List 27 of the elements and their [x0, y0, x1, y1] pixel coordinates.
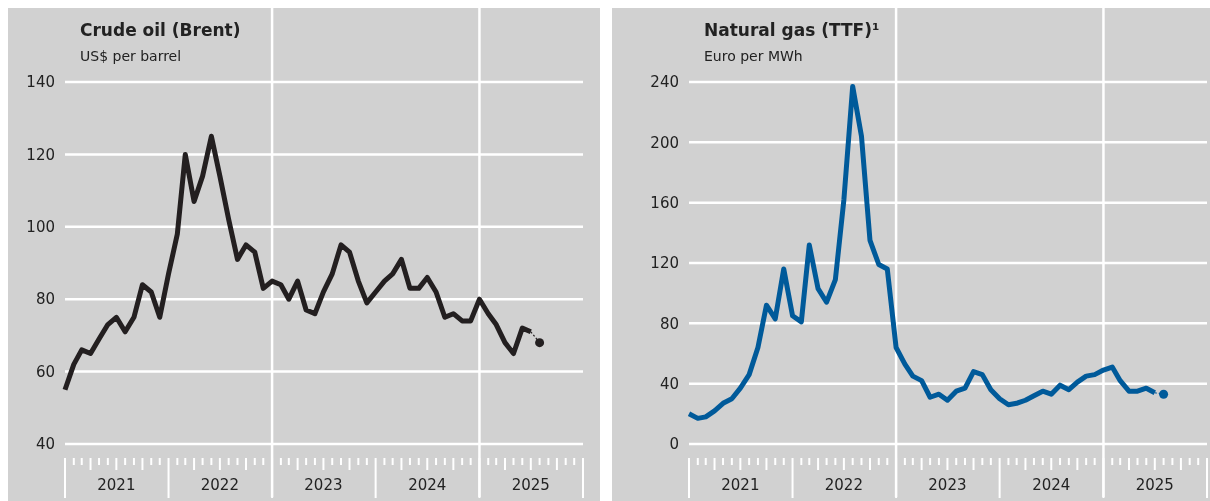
y-tick-label: 200	[650, 133, 679, 152]
x-tick-label: 2025	[511, 476, 550, 494]
x-tick-label: 2022	[824, 476, 863, 494]
y-tick-label: 140	[26, 73, 55, 92]
x-tick-label: 2024	[1032, 476, 1071, 494]
y-tick-label: 120	[650, 254, 679, 273]
x-tick-label: 2023	[304, 476, 343, 494]
chart-title: Natural gas (TTF)¹	[704, 20, 880, 40]
y-tick-label: 60	[35, 362, 55, 381]
y-tick-label: 40	[659, 374, 679, 393]
x-tick-label: 2022	[200, 476, 239, 494]
y-tick-label: 100	[26, 218, 55, 237]
chart-subtitle: US$ per barrel	[80, 48, 182, 64]
chart-subtitle: Euro per MWh	[704, 48, 803, 64]
y-tick-label: 80	[35, 290, 55, 309]
y-tick-label: 40	[35, 435, 55, 454]
chart-title: Crude oil (Brent)	[80, 20, 241, 40]
y-tick-label: 240	[650, 73, 679, 92]
y-tick-label: 160	[650, 193, 679, 212]
x-tick-label: 2021	[97, 476, 136, 494]
y-tick-label: 80	[659, 314, 679, 333]
y-tick-label: 0	[669, 435, 679, 454]
x-tick-label: 2023	[928, 476, 967, 494]
y-tick-label: 120	[26, 145, 55, 164]
x-tick-label: 2021	[721, 476, 760, 494]
x-tick-label: 2025	[1135, 476, 1174, 494]
x-tick-label: 2024	[408, 476, 447, 494]
